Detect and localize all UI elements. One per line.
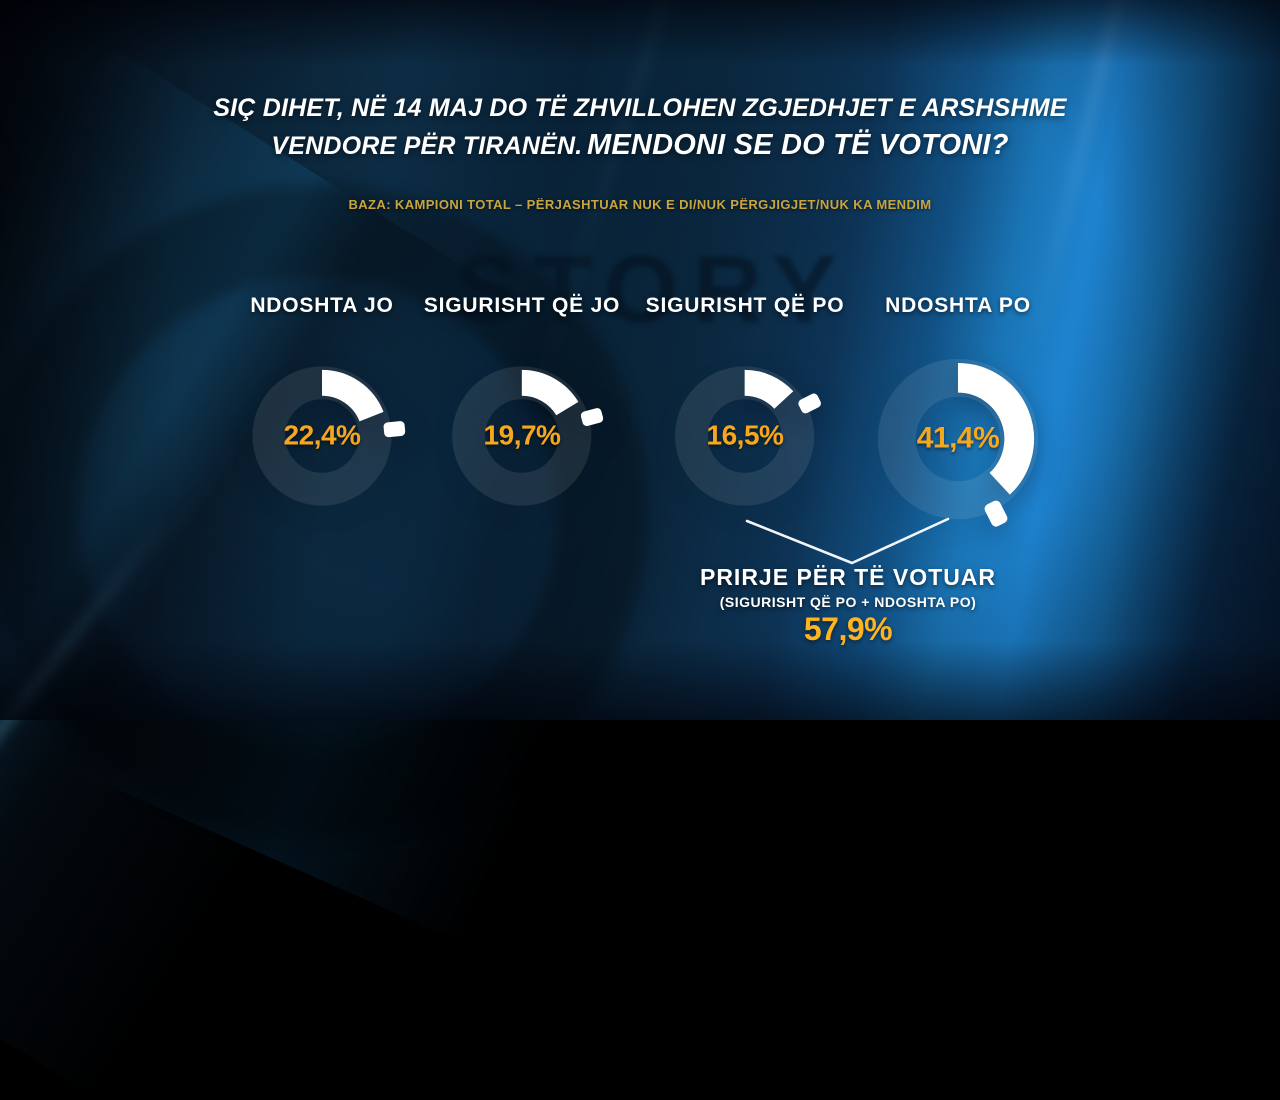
summary-title: PRIRJE PËR TË VOTUAR: [699, 564, 997, 590]
donut-label: SIGURISHT QË JO: [423, 294, 621, 317]
donut-column-sigurisht-qe-po: SIGURISHT QË PO 16,5%: [646, 294, 845, 522]
donut-chart-ndoshta-jo: 22,4%: [236, 350, 408, 522]
poll-question: SIÇ DIHET, NË 14 MAJ DO TË ZHVILLOHEN ZG…: [0, 90, 1280, 168]
sample-base-note: BAZA: KAMPIONI TOTAL – PËRJASHTUAR NUK E…: [348, 197, 932, 212]
donut-end-marker: [798, 393, 822, 414]
summary-subtitle: (SIGURISHT QË PO + NDOSHTA PO): [719, 594, 977, 610]
donut-arc: [744, 369, 794, 410]
donut-value: 16,5%: [706, 419, 784, 451]
donut-label: NDOSHTA PO: [885, 294, 1031, 317]
donut-label: NDOSHTA JO: [250, 294, 394, 317]
poll-question-line2: VENDORE PËR TIRANËN.: [271, 132, 583, 160]
donut-chart-sigurisht-qe-jo: 19,7%: [436, 350, 608, 522]
donut-value: 22,4%: [283, 419, 361, 451]
summary-value: 57,9%: [803, 611, 893, 647]
donut-chart-sigurisht-qe-po: 16,5%: [659, 350, 831, 522]
donut-end-marker: [984, 500, 1008, 527]
donut-end-marker: [383, 421, 406, 438]
donut-column-ndoshta-po: NDOSHTA PO 41,4%: [859, 294, 1057, 538]
donut-column-ndoshta-jo: NDOSHTA JO 22,4%: [236, 294, 408, 522]
donut-arc: [957, 362, 1035, 495]
donut-label: SIGURISHT QË PO: [645, 294, 845, 317]
donut-value: 19,7%: [483, 419, 561, 451]
summary-connector-lines: [745, 517, 950, 565]
donut-value: 41,4%: [916, 421, 1000, 455]
poll-question-line1: SIÇ DIHET, NË 14 MAJ DO TË ZHVILLOHEN ZG…: [213, 94, 1067, 122]
donut-column-sigurisht-qe-jo: SIGURISHT QË JO 19,7%: [424, 294, 620, 522]
donut-arc: [321, 369, 384, 422]
donut-arc: [521, 369, 579, 416]
poll-question-emphasis: MENDONI SE DO TË VOTONI?: [587, 129, 1009, 161]
vignette-overlay: [0, 0, 1280, 720]
vote-tendency-summary: PRIRJE PËR TË VOTUAR (SIGURISHT QË PO + …: [700, 564, 996, 648]
donut-chart-ndoshta-po: 41,4%: [859, 340, 1057, 538]
donut-end-marker: [581, 408, 604, 427]
